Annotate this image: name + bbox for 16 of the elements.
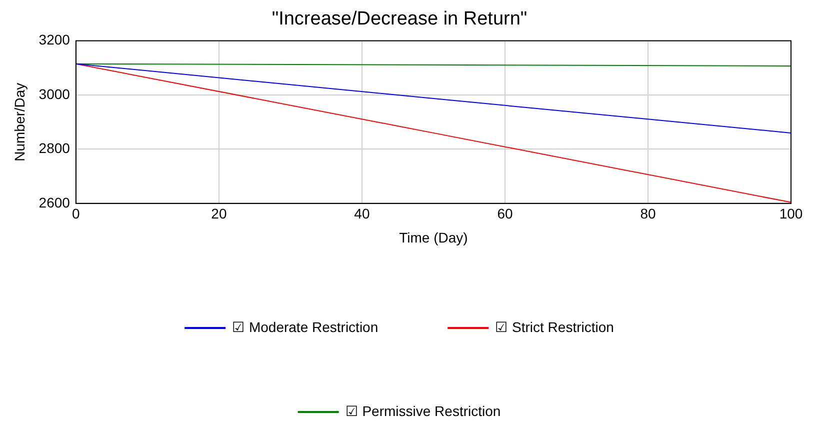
x-axis-title: Time (Day) bbox=[399, 229, 468, 246]
y-axis-title: Number/Day bbox=[11, 82, 28, 162]
legend-label: ☑ Permissive Restriction bbox=[345, 402, 501, 419]
legend-label: ☑ Strict Restriction bbox=[495, 318, 614, 335]
x-tick-label: 20 bbox=[211, 206, 227, 222]
y-tick-label: 3000 bbox=[38, 86, 70, 102]
x-tick-label: 40 bbox=[354, 206, 370, 222]
legend-label: ☑ Moderate Restriction bbox=[232, 318, 378, 335]
x-tick-label: 80 bbox=[640, 206, 656, 222]
chart-title: "Increase/Decrease in Return" bbox=[272, 8, 528, 30]
y-tick-label: 3200 bbox=[38, 32, 70, 48]
y-tick-label: 2800 bbox=[38, 140, 70, 156]
x-tick-label: 0 bbox=[72, 206, 80, 222]
y-tick-label: 2600 bbox=[38, 194, 70, 210]
x-tick-label: 100 bbox=[779, 206, 803, 222]
x-tick-label: 60 bbox=[497, 206, 513, 222]
